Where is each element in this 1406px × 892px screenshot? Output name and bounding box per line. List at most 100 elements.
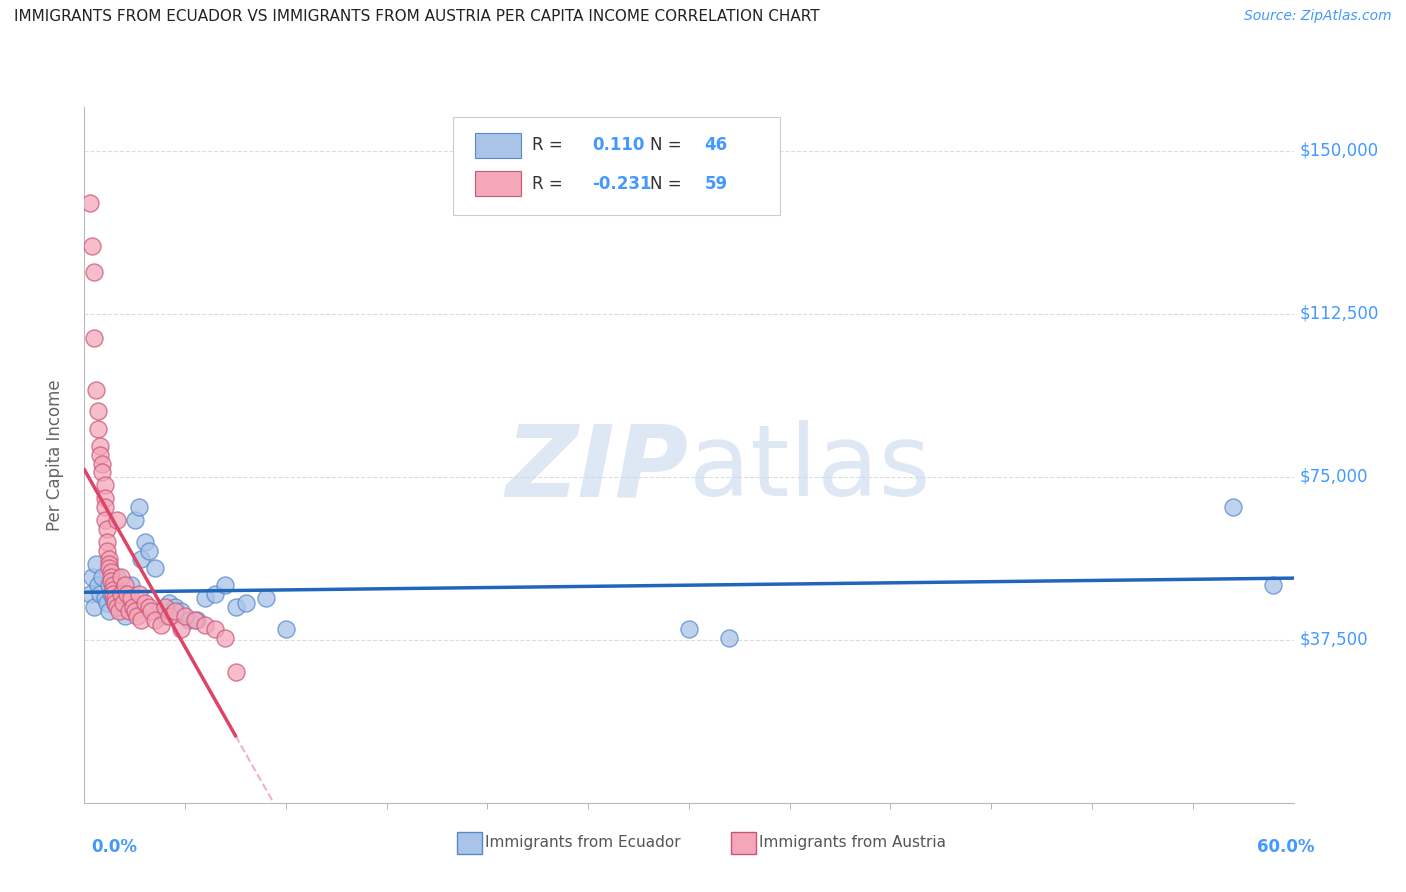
Point	[93, 513, 115, 527]
Point	[105, 600, 128, 615]
Point	[194, 591, 217, 606]
Point	[120, 591, 142, 606]
Text: $112,500: $112,500	[1299, 304, 1379, 323]
Point	[1222, 500, 1244, 514]
Point	[100, 570, 122, 584]
Point	[104, 591, 127, 606]
Point	[89, 439, 111, 453]
Point	[115, 587, 138, 601]
Point	[165, 600, 187, 615]
Point	[153, 608, 176, 623]
Point	[83, 330, 105, 344]
Text: Immigrants from Ecuador: Immigrants from Ecuador	[485, 836, 681, 850]
Bar	[475, 133, 520, 158]
Point	[174, 608, 197, 623]
Point	[97, 605, 120, 619]
Point	[157, 608, 180, 623]
Point	[149, 617, 172, 632]
Point	[93, 491, 115, 506]
Point	[149, 605, 172, 619]
Point	[101, 587, 124, 601]
Point	[120, 578, 142, 592]
Point	[121, 600, 143, 615]
Point	[214, 631, 236, 645]
Bar	[475, 171, 520, 196]
Point	[96, 596, 118, 610]
Point	[97, 578, 120, 592]
Text: N =: N =	[650, 136, 688, 154]
Point	[184, 613, 207, 627]
Point	[153, 600, 176, 615]
Y-axis label: Per Capita Income: Per Capita Income	[45, 379, 63, 531]
Text: R =: R =	[531, 136, 568, 154]
Text: -0.231: -0.231	[592, 175, 652, 193]
Text: 60.0%: 60.0%	[1257, 838, 1315, 856]
Point	[225, 665, 247, 680]
Point	[204, 622, 226, 636]
Point	[97, 557, 120, 571]
Point	[134, 596, 156, 610]
Point	[114, 578, 136, 592]
Text: ZIP: ZIP	[506, 420, 689, 517]
Point	[91, 466, 114, 480]
Point	[254, 591, 277, 606]
Text: 0.0%: 0.0%	[91, 838, 138, 856]
Point	[82, 570, 104, 584]
Point	[93, 500, 115, 514]
Text: IMMIGRANTS FROM ECUADOR VS IMMIGRANTS FROM AUSTRIA PER CAPITA INCOME CORRELATION: IMMIGRANTS FROM ECUADOR VS IMMIGRANTS FR…	[14, 9, 820, 24]
Point	[179, 613, 201, 627]
Point	[79, 587, 101, 601]
FancyBboxPatch shape	[453, 118, 779, 215]
Point	[128, 587, 150, 601]
Point	[86, 557, 108, 571]
Point	[274, 622, 297, 636]
Point	[100, 574, 122, 588]
Point	[114, 608, 136, 623]
Text: Immigrants from Austria: Immigrants from Austria	[759, 836, 946, 850]
Point	[111, 600, 134, 615]
Point	[194, 617, 217, 632]
Point	[186, 613, 208, 627]
Point	[96, 522, 118, 536]
Text: atlas: atlas	[689, 420, 931, 517]
Point	[129, 613, 152, 627]
Point	[89, 587, 111, 601]
Point	[82, 239, 104, 253]
Point	[87, 578, 110, 592]
Point	[97, 561, 120, 575]
Point	[129, 552, 152, 566]
Point	[110, 587, 132, 601]
Point	[93, 591, 115, 606]
Point	[101, 591, 124, 606]
Point	[101, 582, 124, 597]
Text: $75,000: $75,000	[1299, 467, 1368, 485]
Point	[79, 195, 101, 210]
Point	[235, 596, 257, 610]
Point	[104, 596, 127, 610]
Point	[105, 513, 128, 527]
Point	[718, 631, 741, 645]
Point	[118, 596, 141, 610]
Point	[125, 608, 148, 623]
Point	[143, 561, 166, 575]
Text: 46: 46	[704, 136, 728, 154]
Point	[107, 582, 129, 597]
Point	[87, 404, 110, 418]
Point	[97, 552, 120, 566]
Point	[170, 605, 193, 619]
Point	[204, 587, 226, 601]
Point	[104, 596, 127, 610]
Point	[96, 543, 118, 558]
Point	[93, 478, 115, 492]
Text: $150,000: $150,000	[1299, 142, 1379, 160]
Point	[139, 605, 162, 619]
Point	[100, 587, 122, 601]
Point	[214, 578, 236, 592]
Point	[225, 600, 247, 615]
Point	[143, 613, 166, 627]
Text: N =: N =	[650, 175, 688, 193]
Point	[107, 605, 129, 619]
Point	[118, 605, 141, 619]
Point	[105, 570, 128, 584]
Point	[128, 500, 150, 514]
